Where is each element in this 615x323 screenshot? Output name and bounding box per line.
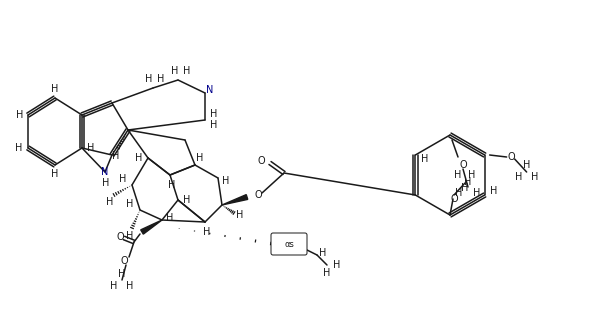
Text: H: H [468, 170, 475, 180]
Text: H: H [113, 151, 120, 161]
Text: H: H [17, 110, 24, 120]
Text: H: H [126, 281, 133, 291]
Text: H: H [531, 172, 538, 182]
Text: H: H [126, 231, 133, 241]
Text: H: H [118, 269, 125, 279]
Text: H: H [461, 183, 469, 193]
Text: H: H [196, 153, 204, 163]
Text: H: H [183, 66, 191, 76]
Text: H: H [15, 143, 23, 153]
Text: H: H [210, 109, 218, 119]
Text: H: H [204, 227, 211, 237]
Text: H: H [210, 120, 218, 130]
Text: H: H [421, 154, 428, 164]
Text: H: H [490, 186, 498, 196]
Text: H: H [333, 260, 341, 270]
Text: H: H [454, 170, 462, 180]
Text: H: H [172, 66, 179, 76]
Text: H: H [169, 180, 176, 190]
Text: H: H [323, 268, 331, 278]
Text: H: H [119, 174, 127, 184]
Text: H: H [455, 188, 462, 198]
Text: H: H [157, 74, 165, 84]
Text: O: O [459, 160, 467, 170]
Text: H: H [135, 153, 143, 163]
Text: O: O [120, 256, 128, 266]
Text: H: H [319, 248, 327, 258]
Text: H: H [126, 199, 133, 209]
Text: H: H [51, 169, 58, 179]
Text: H: H [464, 177, 472, 187]
Text: O: O [450, 194, 458, 204]
Text: H: H [474, 188, 481, 198]
Text: O: O [508, 152, 515, 162]
Text: H: H [183, 195, 191, 205]
Polygon shape [222, 195, 248, 205]
Text: αs: αs [284, 239, 294, 248]
Text: H: H [102, 178, 109, 188]
Text: H: H [515, 172, 522, 182]
FancyBboxPatch shape [271, 233, 307, 255]
Polygon shape [141, 220, 162, 234]
Text: H: H [222, 176, 229, 186]
Text: H: H [236, 210, 244, 220]
Text: O: O [254, 190, 262, 200]
Text: N: N [206, 85, 213, 95]
Text: H: H [106, 197, 114, 207]
Text: O: O [257, 156, 265, 166]
Text: H: H [110, 281, 117, 291]
Text: H: H [166, 213, 173, 223]
Text: H: H [51, 84, 58, 94]
Text: N: N [101, 167, 109, 177]
Text: H: H [87, 143, 95, 153]
Text: H: H [145, 74, 153, 84]
Text: H: H [523, 160, 530, 170]
Text: O: O [116, 232, 124, 242]
